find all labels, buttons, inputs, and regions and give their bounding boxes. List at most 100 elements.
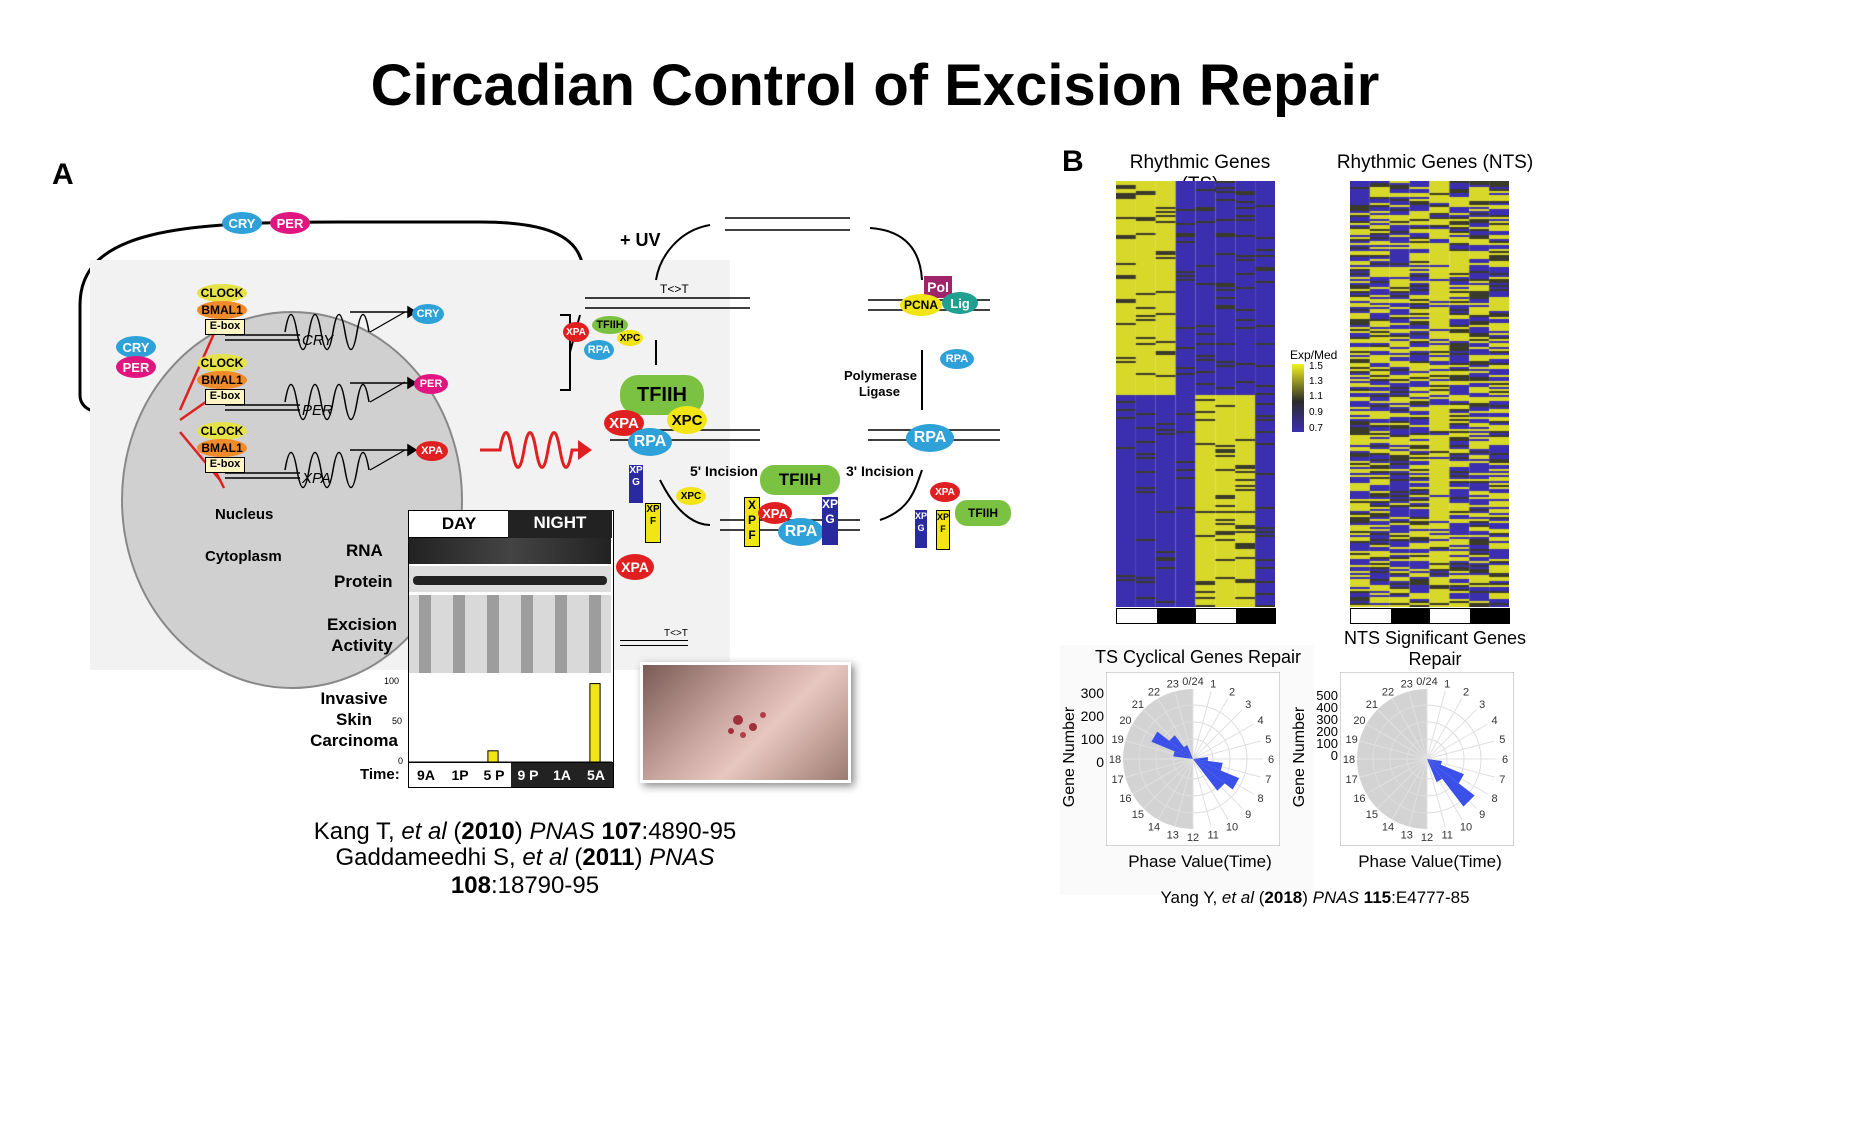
hour-tick: 8 (1491, 793, 1497, 805)
hour-tick: 0/24 (1182, 676, 1203, 688)
per-protein-nucleus: PER (116, 356, 156, 378)
nucleus-label: Nucleus (215, 506, 274, 523)
gene-row-cry (225, 311, 406, 351)
time-cell: 1A (545, 763, 579, 787)
hour-tick: 11 (1441, 829, 1452, 841)
rna-band-strip (409, 538, 611, 564)
polar-nts-xlabel: Phase Value(Time) (1358, 852, 1502, 871)
rpa-incision: RPA (778, 518, 824, 546)
hour-tick: 5 (1499, 734, 1505, 746)
polar-ts-plot: 0/24 123456789101112131415161718192021222… (1106, 672, 1280, 846)
time-row: 9A 1P 5 P 9 P 1A 5A (408, 762, 614, 788)
hour-tick: 20 (1119, 715, 1131, 727)
night-header: NIGHT (508, 510, 612, 538)
ebox-2: E-box (205, 389, 245, 405)
rose-wedge (1193, 759, 1225, 791)
polar-nts-ylabel: Gene Number (1291, 706, 1308, 808)
rpa-small-1: RPA (584, 340, 614, 360)
xpa-product: XPA (416, 441, 448, 461)
rose-wedge (1193, 759, 1240, 790)
ts-daynight-bar (1116, 608, 1276, 624)
time-label: Time: (360, 766, 400, 783)
polar-nts-yticks: 500 400 300 200 100 0 (1316, 688, 1338, 763)
hour-tick: 3 (1479, 699, 1485, 711)
blot-row-protein: Protein (334, 572, 393, 591)
hour-tick: 3 (1245, 699, 1251, 711)
rpa-released: RPA (940, 349, 974, 369)
nucleus (121, 311, 463, 689)
hour-tick: 22 (1148, 686, 1160, 698)
ebox-1: E-box (205, 319, 245, 335)
rpa-gap: RPA (906, 424, 954, 452)
hour-tick: 21 (1132, 699, 1144, 711)
hour-tick: 19 (1346, 734, 1358, 746)
bmal1-protein-2: BMAL1 (197, 371, 247, 389)
hour-tick: 9 (1245, 809, 1251, 821)
cytoplasm-label: Cytoplasm (205, 548, 282, 565)
heatmap-nts (1350, 181, 1509, 607)
hour-tick: 4 (1491, 715, 1497, 727)
hour-tick: 19 (1112, 734, 1124, 746)
hour-tick: 12 (1187, 832, 1199, 844)
hour-tick: 21 (1366, 699, 1378, 711)
hour-tick: 17 (1346, 774, 1358, 786)
hour-tick: 12 (1421, 832, 1433, 844)
per-product: PER (414, 374, 448, 394)
hour-tick: 23 (1401, 679, 1413, 691)
carcinoma-bar (487, 750, 499, 762)
polar-nts-plot: 0/24 123456789101112131415161718192021222… (1340, 672, 1514, 846)
hour-tick: 17 (1112, 774, 1124, 786)
rose-wedge (1173, 751, 1193, 759)
mouse-skin-photo (640, 662, 851, 783)
heatmap-ts (1116, 181, 1275, 607)
pcna-ring: PCNA (900, 294, 942, 316)
hour-tick: 18 (1109, 754, 1121, 766)
hour-tick: 18 (1343, 754, 1355, 766)
hour-tick: 7 (1499, 774, 1505, 786)
day-header: DAY (408, 510, 510, 538)
xpa-rhythm-arrow (480, 431, 580, 469)
hour-tick: 10 (1460, 822, 1472, 834)
xpa-released: XPA (930, 482, 960, 502)
rpa-main: RPA (628, 428, 672, 456)
gene-label-per: PER (302, 402, 333, 419)
cry-protein-nucleus: CRY (116, 336, 156, 358)
time-cell: 1P (451, 767, 469, 783)
carcinoma-bar-chart (408, 683, 612, 762)
ligase-label: Ligase (858, 384, 900, 399)
hour-tick: 20 (1353, 715, 1365, 727)
rose-wedge (1183, 745, 1193, 759)
rose-wedge (1193, 759, 1223, 771)
hour-tick: 11 (1207, 829, 1218, 841)
per-protein-top: PER (270, 212, 310, 234)
incision-5-label: 5' Incision (690, 463, 758, 479)
carcinoma-label: Invasive Skin Carcinoma (310, 689, 398, 750)
hour-tick: 6 (1502, 754, 1508, 766)
xpf-block-1: XPF (645, 503, 661, 543)
lesion-label-top: T<>T (660, 282, 689, 296)
page-title: Circadian Control of Excision Repair (370, 53, 1380, 118)
hour-tick: 6 (1268, 754, 1274, 766)
polymerase-label: Polymerase (844, 368, 917, 383)
hour-tick: 22 (1382, 686, 1394, 698)
bar-ytick-100: 100 (384, 676, 400, 686)
xpc-main: XPC (667, 406, 707, 434)
blot-xpa-label: XPA (616, 554, 654, 580)
repair-cycle-arrows (655, 224, 923, 526)
time-cell: 5A (579, 763, 613, 787)
legend-value: 0.7 (1309, 423, 1323, 434)
citation-gaddameedhi: Gaddameedhi S, et al (2011) PNAS 108:187… (335, 844, 715, 899)
hour-tick: 0/24 (1416, 676, 1437, 688)
carcinoma-bar (589, 683, 601, 762)
tfiih-small-1: TFIIH (592, 316, 628, 334)
rose-wedge (1427, 759, 1475, 807)
legend-colorbar (1292, 364, 1304, 432)
blot-lesion-label: T<>T (664, 628, 688, 639)
time-cell: 9 P (511, 763, 545, 787)
hour-tick: 15 (1132, 809, 1144, 821)
polar-nts-title: NTS Significant Genes Repair (1343, 628, 1527, 669)
hour-tick: 15 (1366, 809, 1378, 821)
uv-label: + UV (620, 230, 661, 250)
time-cell: 9A (417, 767, 435, 783)
xpa-small-1: XPA (563, 322, 589, 342)
